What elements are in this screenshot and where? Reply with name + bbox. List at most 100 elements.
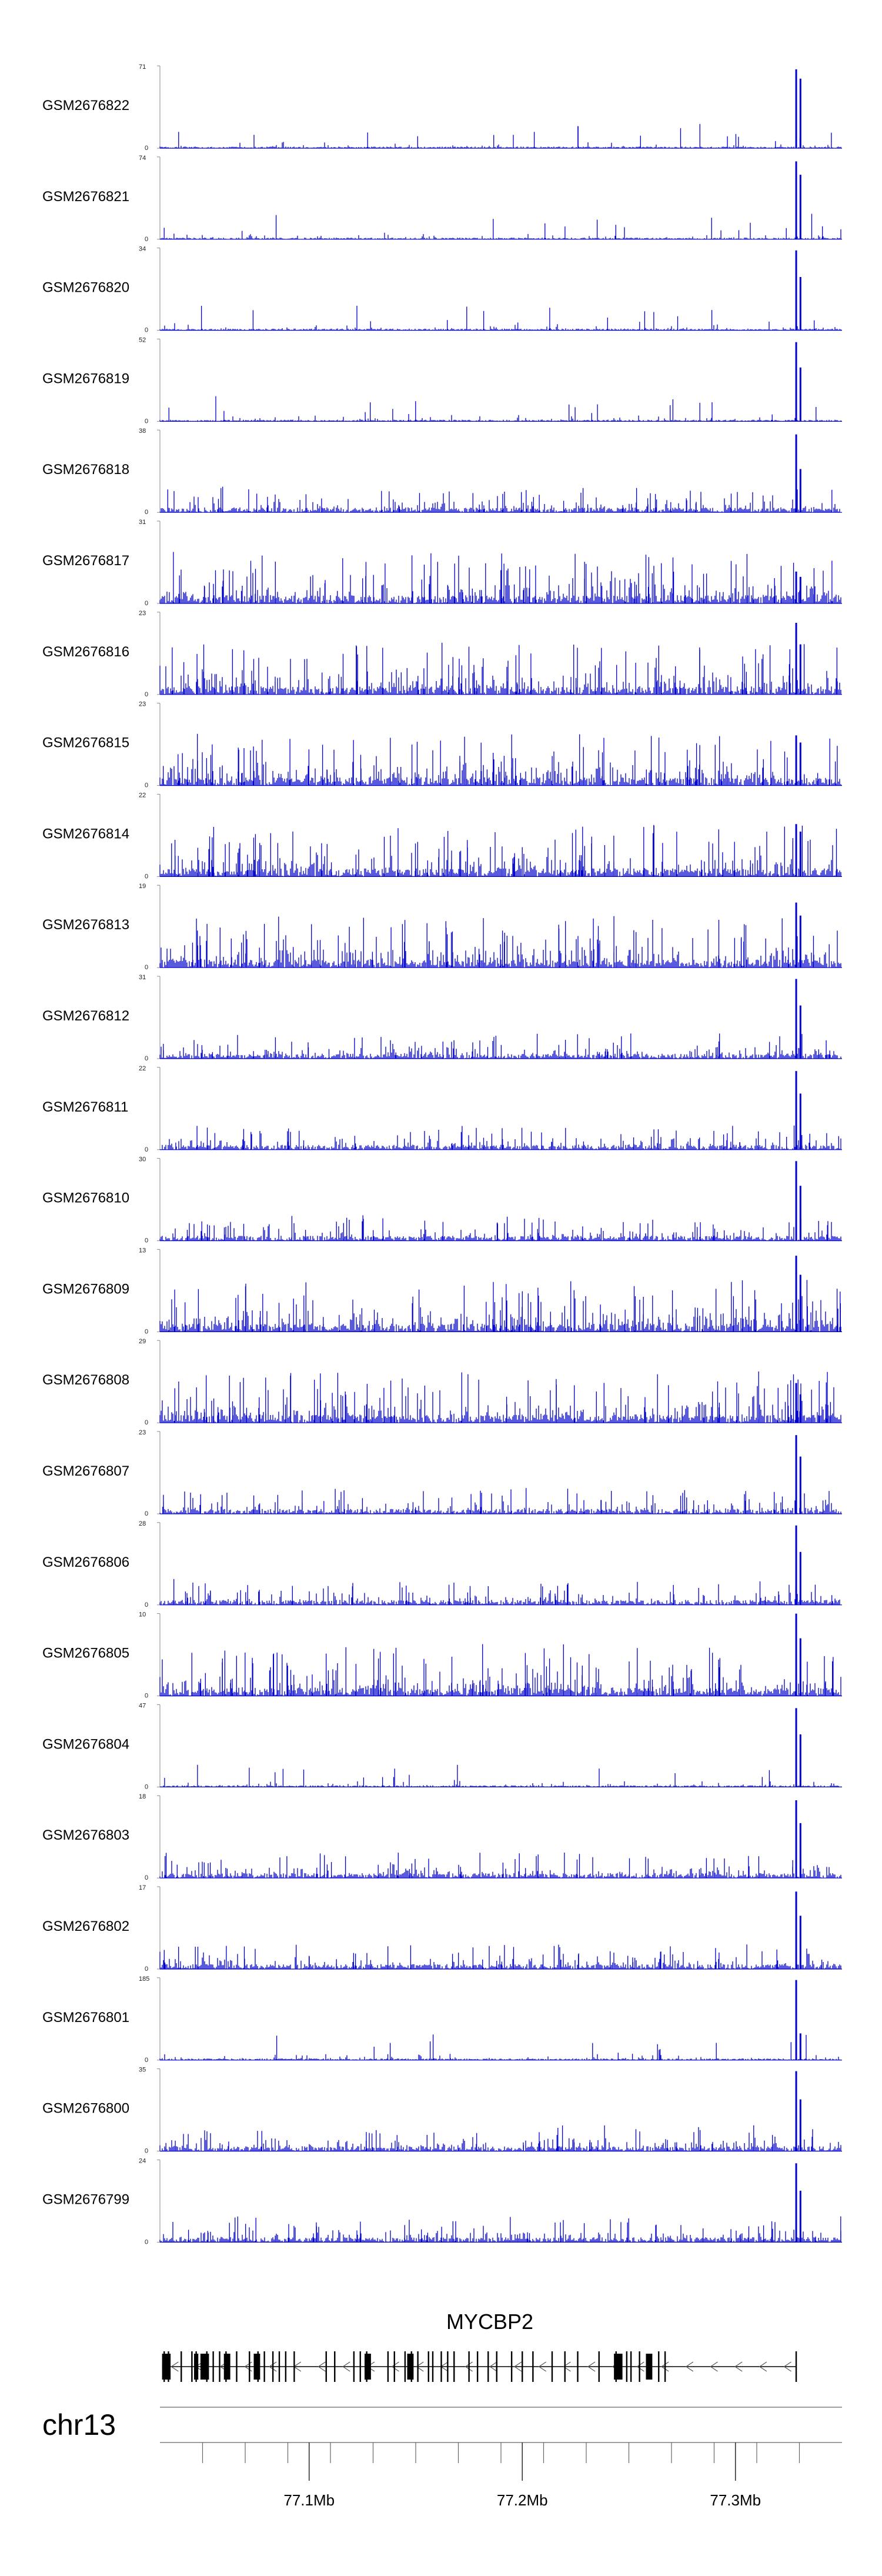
- gene-exon: [522, 2351, 523, 2382]
- coverage-track: GSM2676814 22 0: [42, 792, 842, 880]
- strand-chevron: [759, 2361, 767, 2372]
- track-sample-label: GSM2676817: [42, 553, 129, 569]
- track-sample-label: GSM2676812: [42, 1008, 129, 1024]
- track-ymin-label: 0: [145, 1237, 148, 1244]
- genome-axis: chr13 77.1Mb 77.2Mb 77.3Mb: [42, 2407, 842, 2509]
- gene-exon: [427, 2351, 429, 2382]
- coverage-track: GSM2676807 23 0: [42, 1429, 842, 1517]
- track-ymin-label: 0: [145, 145, 148, 152]
- gene-exon: [263, 2351, 265, 2382]
- track-sample-label: GSM2676821: [42, 189, 129, 205]
- track-ymin-label: 0: [145, 1601, 148, 1609]
- track-sample-label: GSM2676818: [42, 462, 129, 478]
- track-ymax-label: 71: [139, 64, 146, 71]
- gene-exon-block: [253, 2354, 260, 2380]
- track-ymin-label: 0: [145, 1510, 148, 1517]
- gene-exon: [325, 2351, 327, 2382]
- gene-exon-block: [365, 2354, 371, 2380]
- gene-exon-block: [614, 2354, 623, 2380]
- track-sample-label: GSM2676822: [42, 98, 129, 114]
- track-signal: [159, 124, 841, 148]
- track-sample-label: GSM2676807: [42, 1463, 129, 1479]
- track-signal: [159, 396, 841, 422]
- coverage-track: GSM2676801 185 0: [42, 1976, 842, 2064]
- track-signal: [159, 1488, 841, 1514]
- gene-exon: [278, 2351, 280, 2382]
- track-ymax-label: 34: [139, 246, 146, 253]
- track-sample-label: GSM2676810: [42, 1190, 129, 1206]
- track-signal: [159, 1853, 841, 1878]
- gene-exon: [334, 2351, 336, 2382]
- track-ymin-label: 0: [145, 1055, 148, 1062]
- track-signal: [159, 916, 841, 968]
- axis-tick-label: 77.2Mb: [497, 2491, 548, 2509]
- axis-tick-label: 77.3Mb: [710, 2491, 761, 2509]
- track-ymin-label: 0: [145, 2057, 148, 2064]
- track-signal: [159, 1579, 840, 1605]
- track-ymax-label: 23: [139, 610, 146, 617]
- strand-chevron: [661, 2361, 669, 2372]
- strand-chevron: [710, 2361, 718, 2372]
- gene-exon: [476, 2351, 479, 2382]
- coverage-track: GSM2676811 22 0: [42, 1065, 842, 1153]
- coverage-track: GSM2676821 74 0: [42, 155, 842, 243]
- strand-chevron: [587, 2361, 596, 2372]
- gene-exon: [598, 2351, 600, 2382]
- coverage-track: GSM2676812 31 0: [42, 974, 842, 1062]
- track-signal: [159, 642, 841, 695]
- track-ymax-label: 18: [139, 1793, 146, 1800]
- track-ymin-label: 0: [145, 2238, 148, 2245]
- track-sample-label: GSM2676802: [42, 1918, 129, 1934]
- track-sample-label: GSM2676800: [42, 2101, 129, 2117]
- track-ymin-label: 0: [145, 691, 148, 698]
- track-ymax-label: 31: [139, 519, 146, 526]
- track-ymax-label: 23: [139, 1429, 146, 1436]
- strand-chevron: [636, 2361, 644, 2372]
- track-ymax-label: 74: [139, 155, 146, 162]
- track-signal: [159, 213, 841, 239]
- track-signal: [159, 2034, 841, 2060]
- gene-exon: [359, 2351, 361, 2382]
- strand-chevron: [783, 2361, 791, 2372]
- track-signal: [159, 1764, 841, 1787]
- track-signal: [159, 1944, 841, 1969]
- track-ymin-label: 0: [145, 964, 148, 971]
- strand-chevron: [489, 2361, 497, 2372]
- track-ymin-label: 0: [145, 1693, 148, 1700]
- gene-exon-block: [194, 2354, 199, 2380]
- track-sample-label: GSM2676801: [42, 2010, 129, 2026]
- track-ymin-label: 0: [145, 1783, 148, 1790]
- gene-exon: [468, 2351, 470, 2382]
- gene-track: MYCBP2: [162, 2310, 797, 2382]
- strand-chevron: [685, 2361, 694, 2372]
- gene-exon-block: [200, 2354, 209, 2380]
- gene-exon: [353, 2351, 355, 2382]
- coverage-tracks: GSM2676822710GSM2676821740GSM2676820340G…: [42, 64, 842, 2245]
- track-ymin-label: 0: [145, 509, 148, 516]
- track-ymax-label: 22: [139, 1065, 146, 1072]
- track-signal: [159, 1215, 841, 1241]
- strand-chevron: [342, 2361, 350, 2372]
- gene-exon: [487, 2351, 489, 2382]
- gene-exon-block: [223, 2354, 230, 2380]
- track-ymax-label: 24: [139, 2157, 146, 2164]
- track-ymax-label: 22: [139, 792, 146, 799]
- coverage-track: GSM2676809 13 0: [42, 1247, 842, 1335]
- gene-exon: [285, 2351, 287, 2382]
- gene-exon: [496, 2351, 497, 2382]
- track-ymin-label: 0: [145, 1874, 148, 1881]
- coverage-track: GSM2676806 28 0: [42, 1520, 842, 1609]
- strand-chevron: [269, 2361, 277, 2372]
- track-ymin-label: 0: [145, 1146, 148, 1153]
- track-signal: [159, 2216, 841, 2243]
- gene-exon: [212, 2351, 214, 2382]
- gene-exon: [626, 2351, 628, 2382]
- gene-exon: [393, 2351, 395, 2382]
- track-sample-label: GSM2676820: [42, 280, 129, 296]
- gene-exon: [404, 2351, 406, 2382]
- gene-exon: [387, 2351, 389, 2382]
- track-sample-label: GSM2676803: [42, 1827, 129, 1843]
- track-signal: [159, 733, 841, 786]
- track-ymax-label: 30: [139, 1156, 146, 1163]
- track-ymin-label: 0: [145, 873, 148, 880]
